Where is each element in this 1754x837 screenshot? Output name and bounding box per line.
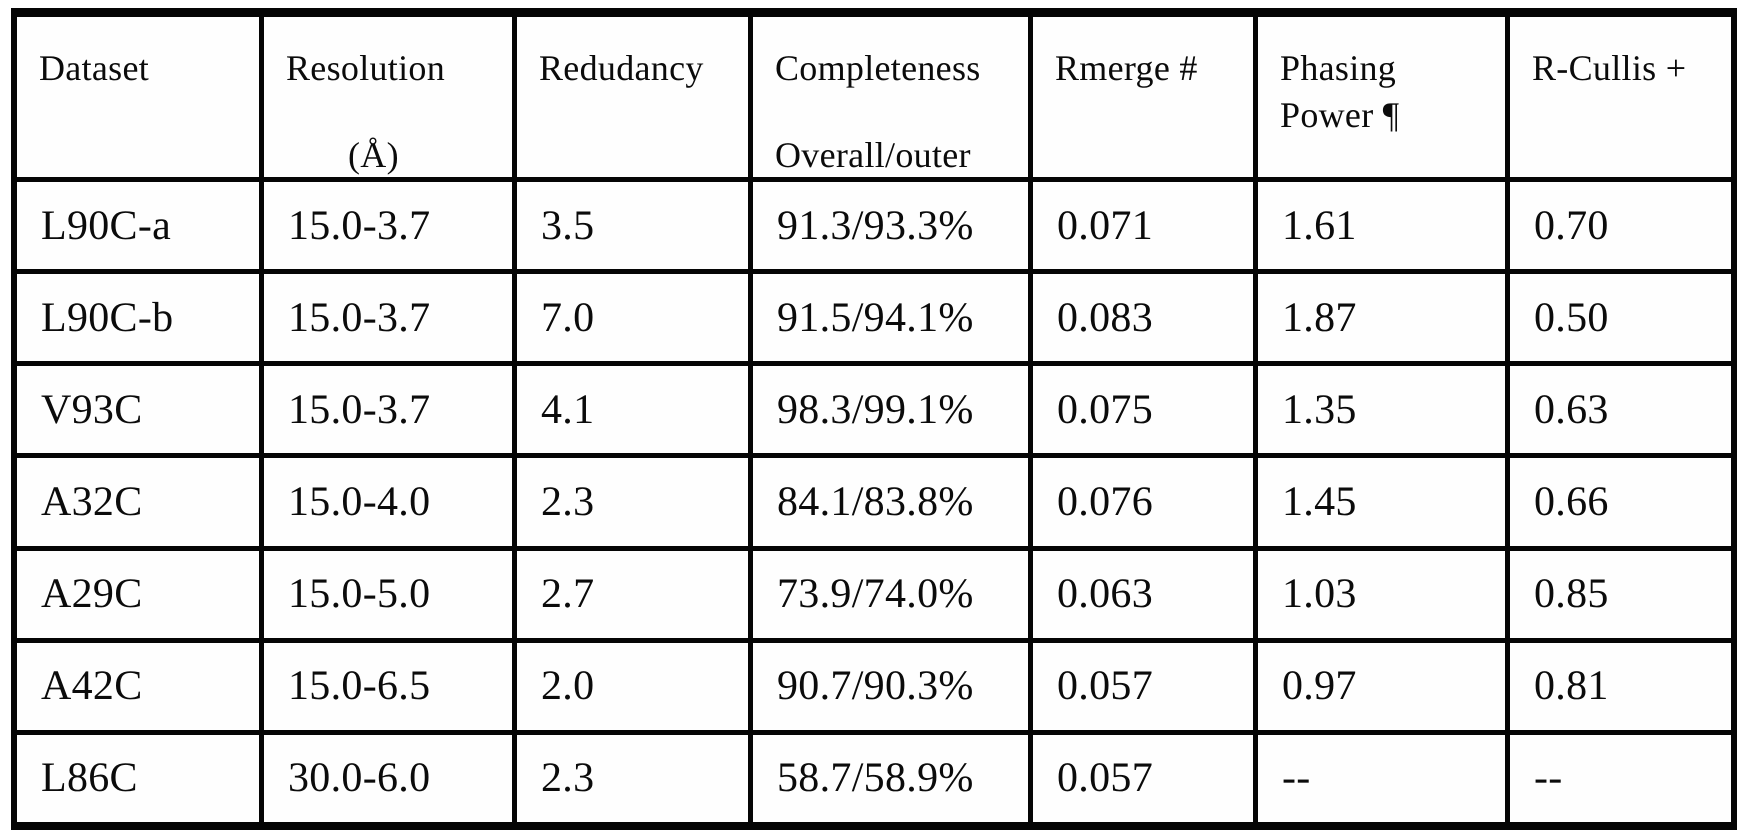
- table-cell: 0.85: [1510, 550, 1731, 638]
- column-header-label: Rmerge #: [1055, 48, 1198, 88]
- table-cell: L90C-a: [17, 182, 259, 270]
- column-header-label: R-Cullis +: [1532, 48, 1687, 88]
- table-cell: 3.5: [517, 182, 748, 270]
- table-cell: 1.35: [1258, 366, 1505, 454]
- table-cell: A42C: [17, 642, 259, 730]
- table-cell: 2.3: [517, 458, 748, 546]
- table-cell: 2.0: [517, 642, 748, 730]
- table-cell: 7.0: [517, 274, 748, 362]
- table-cell: 1.61: [1258, 182, 1505, 270]
- table-cell: L90C-b: [17, 274, 259, 362]
- table-cell: 58.7/58.9%: [753, 734, 1028, 822]
- table-cell: 4.1: [517, 366, 748, 454]
- table-cell: 30.0-6.0: [264, 734, 512, 822]
- table-cell: 90.7/90.3%: [753, 642, 1028, 730]
- header-cell-completeness: Completeness Overall/outer: [753, 17, 1028, 177]
- table-cell: 15.0-3.7: [264, 274, 512, 362]
- column-header-label: Resolution: [286, 48, 446, 88]
- table-cell: 0.076: [1033, 458, 1253, 546]
- table-cell: 0.66: [1510, 458, 1731, 546]
- table-cell: 15.0-3.7: [264, 366, 512, 454]
- column-header-label: Phasing: [1280, 48, 1397, 88]
- phasing-statistics-table: Dataset Resolution (Å) Redudancy Complet…: [11, 8, 1737, 830]
- table-cell: 0.071: [1033, 182, 1253, 270]
- table-cell: A32C: [17, 458, 259, 546]
- table-cell: 15.0-6.5: [264, 642, 512, 730]
- table-cell: 15.0-3.7: [264, 182, 512, 270]
- table-cell: 1.87: [1258, 274, 1505, 362]
- header-cell-resolution: Resolution (Å): [264, 17, 512, 177]
- table-cell: 91.3/93.3%: [753, 182, 1028, 270]
- table-cell: --: [1510, 734, 1731, 822]
- table-cell: 0.057: [1033, 642, 1253, 730]
- table-cell: 1.45: [1258, 458, 1505, 546]
- header-cell-phasing-power: Phasing Power ¶: [1258, 17, 1505, 177]
- column-header-label: Dataset: [39, 48, 150, 88]
- table-cell: 0.81: [1510, 642, 1731, 730]
- table-cell: 0.70: [1510, 182, 1731, 270]
- column-header-label-line2: Power ¶: [1280, 94, 1400, 135]
- table-cell: 73.9/74.0%: [753, 550, 1028, 638]
- header-cell-redundancy: Redudancy: [517, 17, 748, 177]
- header-cell-rmerge: Rmerge #: [1033, 17, 1253, 177]
- table-cell: 15.0-4.0: [264, 458, 512, 546]
- table-cell: A29C: [17, 550, 259, 638]
- column-header-label: Completeness: [775, 48, 981, 88]
- table-cell: 91.5/94.1%: [753, 274, 1028, 362]
- header-cell-dataset: Dataset: [17, 17, 259, 177]
- column-header-label: Redudancy: [539, 48, 704, 88]
- table-cell: 0.97: [1258, 642, 1505, 730]
- table-cell: V93C: [17, 366, 259, 454]
- table-cell: 98.3/99.1%: [753, 366, 1028, 454]
- table-cell: 0.057: [1033, 734, 1253, 822]
- column-header-sublabel: Overall/outer: [775, 134, 971, 175]
- table-cell: 15.0-5.0: [264, 550, 512, 638]
- table-cell: 0.075: [1033, 366, 1253, 454]
- table-cell: 0.63: [1510, 366, 1731, 454]
- table-cell: 0.50: [1510, 274, 1731, 362]
- column-header-unit: (Å): [348, 134, 399, 175]
- table-cell: 0.063: [1033, 550, 1253, 638]
- table-cell: 84.1/83.8%: [753, 458, 1028, 546]
- table-cell: L86C: [17, 734, 259, 822]
- table-cell: 2.3: [517, 734, 748, 822]
- table-cell: 0.083: [1033, 274, 1253, 362]
- table-cell: 1.03: [1258, 550, 1505, 638]
- table-cell: --: [1258, 734, 1505, 822]
- header-cell-r-cullis: R-Cullis +: [1510, 17, 1731, 177]
- table-cell: 2.7: [517, 550, 748, 638]
